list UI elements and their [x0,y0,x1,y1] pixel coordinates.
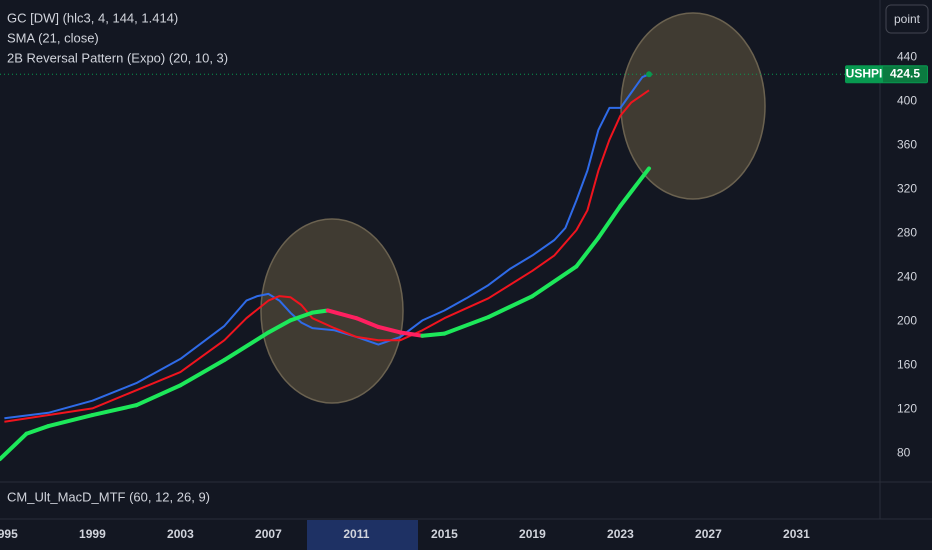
line-segment [486,294,535,320]
y-tick-label: 400 [897,93,917,107]
last-point [646,71,652,78]
line-segment [24,424,51,436]
line-segment [288,310,315,323]
point-button[interactable] [885,4,929,34]
y-tick-label: 320 [897,182,917,196]
highlight-circle [620,12,766,200]
point-button-label[interactable]: point [894,12,921,26]
line-segment [354,316,381,329]
line-segment [398,330,425,338]
y-tick-label: 440 [897,49,917,63]
line-segment [574,235,601,269]
legend-entry: SMA (21, close) [7,30,99,45]
x-tick-label: 2027 [695,527,722,541]
legend-entry: GC [DW] (hlc3, 4, 144, 1.414) [7,10,178,25]
line-segment [596,203,623,240]
line-segment [530,264,579,299]
x-tick-label: 2007 [255,527,282,541]
x-tick-label: 2023 [607,527,634,541]
y-tick-label: 240 [897,270,917,284]
line-segment [134,383,183,408]
y-tick-label: 360 [897,137,917,151]
line-segment [442,315,491,336]
line-segment [420,331,447,338]
line-segment [618,166,651,208]
line-segment [90,403,139,418]
price-tag-name: USHPI [846,66,883,80]
line-segment [266,318,293,335]
x-tick-label: 2003 [167,527,194,541]
line-segment [222,330,271,362]
y-tick-label: 120 [897,402,917,416]
line-segment [46,413,95,429]
line-segment [325,308,359,321]
y-tick-label: 80 [897,446,911,460]
indicator-label: CM_Ult_MacD_MTF (60, 12, 26, 9) [7,489,210,504]
x-tick-label: 1995 [0,527,18,541]
line-segment [0,431,29,462]
series-line [4,89,650,423]
price-tag-value: 424.5 [890,66,920,80]
x-tick-label: 1999 [79,527,106,541]
price-tag-value-bg [883,66,927,83]
x-tick-label: 2031 [783,527,810,541]
y-tick-label: 160 [897,358,917,372]
series-line [4,73,650,420]
line-segment [310,308,330,315]
x-tick-label: 2019 [519,527,546,541]
line-segment [178,358,227,388]
x-tick-label: 2011 [343,527,369,541]
y-tick-label: 200 [897,314,917,328]
line-segment [376,324,403,335]
legend-entry: 2B Reversal Pattern (Expo) (20, 10, 3) [7,50,228,65]
y-tick-label: 280 [897,226,917,240]
x-axis-highlight [307,520,418,550]
x-tick-label: 2015 [431,527,458,541]
